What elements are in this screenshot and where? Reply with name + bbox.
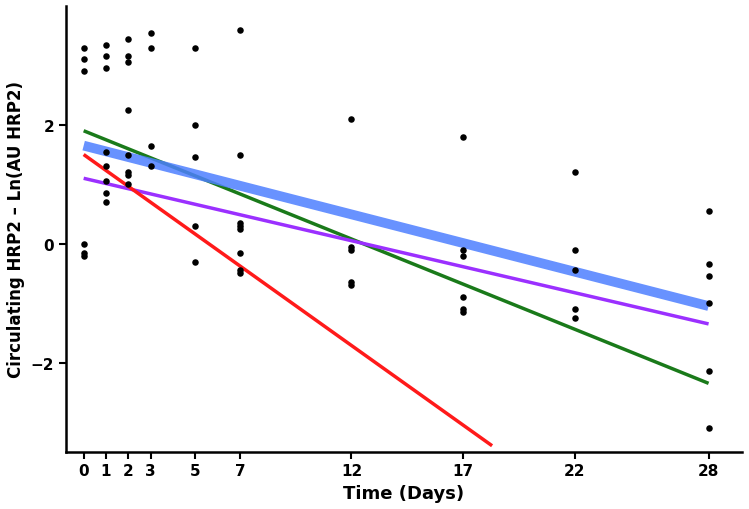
Point xyxy=(568,267,580,275)
Point xyxy=(568,314,580,322)
Point xyxy=(100,178,112,186)
Point xyxy=(234,267,246,275)
Point xyxy=(100,53,112,62)
Point xyxy=(145,44,157,52)
Point xyxy=(568,169,580,177)
Point xyxy=(189,44,201,52)
Point xyxy=(703,273,715,281)
Point xyxy=(345,279,357,287)
X-axis label: Time (Days): Time (Days) xyxy=(343,484,464,502)
Point xyxy=(457,133,469,142)
Point xyxy=(568,305,580,314)
Point xyxy=(568,246,580,254)
Point xyxy=(100,190,112,198)
Point xyxy=(189,258,201,266)
Point xyxy=(122,172,134,180)
Point xyxy=(100,148,112,156)
Point xyxy=(122,59,134,67)
Point xyxy=(189,122,201,130)
Point xyxy=(234,151,246,159)
Point xyxy=(703,208,715,216)
Point xyxy=(122,36,134,44)
Point xyxy=(189,154,201,162)
Point xyxy=(703,424,715,432)
Point xyxy=(345,246,357,254)
Point xyxy=(100,199,112,207)
Point xyxy=(457,252,469,260)
Point xyxy=(100,163,112,171)
Point xyxy=(122,181,134,189)
Point xyxy=(234,219,246,228)
Point xyxy=(100,41,112,49)
Point xyxy=(234,270,246,278)
Point xyxy=(345,243,357,251)
Point xyxy=(122,107,134,115)
Point xyxy=(703,367,715,376)
Y-axis label: Circulating HRP2 – Ln(AU HRP2): Circulating HRP2 – Ln(AU HRP2) xyxy=(7,81,25,378)
Point xyxy=(457,308,469,317)
Point xyxy=(78,56,90,64)
Point xyxy=(189,222,201,231)
Point xyxy=(78,249,90,257)
Point xyxy=(234,222,246,231)
Point xyxy=(100,65,112,73)
Point xyxy=(457,246,469,254)
Point xyxy=(457,305,469,314)
Point xyxy=(345,281,357,290)
Point xyxy=(457,294,469,302)
Point xyxy=(78,44,90,52)
Point xyxy=(78,240,90,248)
Point xyxy=(703,261,715,269)
Point xyxy=(122,53,134,62)
Point xyxy=(122,169,134,177)
Point xyxy=(145,30,157,38)
Point xyxy=(703,299,715,307)
Point xyxy=(78,252,90,260)
Point xyxy=(345,116,357,124)
Point xyxy=(234,26,246,35)
Point xyxy=(78,68,90,76)
Point xyxy=(145,142,157,150)
Point xyxy=(122,151,134,159)
Point xyxy=(234,249,246,257)
Point xyxy=(145,163,157,171)
Point xyxy=(234,225,246,234)
